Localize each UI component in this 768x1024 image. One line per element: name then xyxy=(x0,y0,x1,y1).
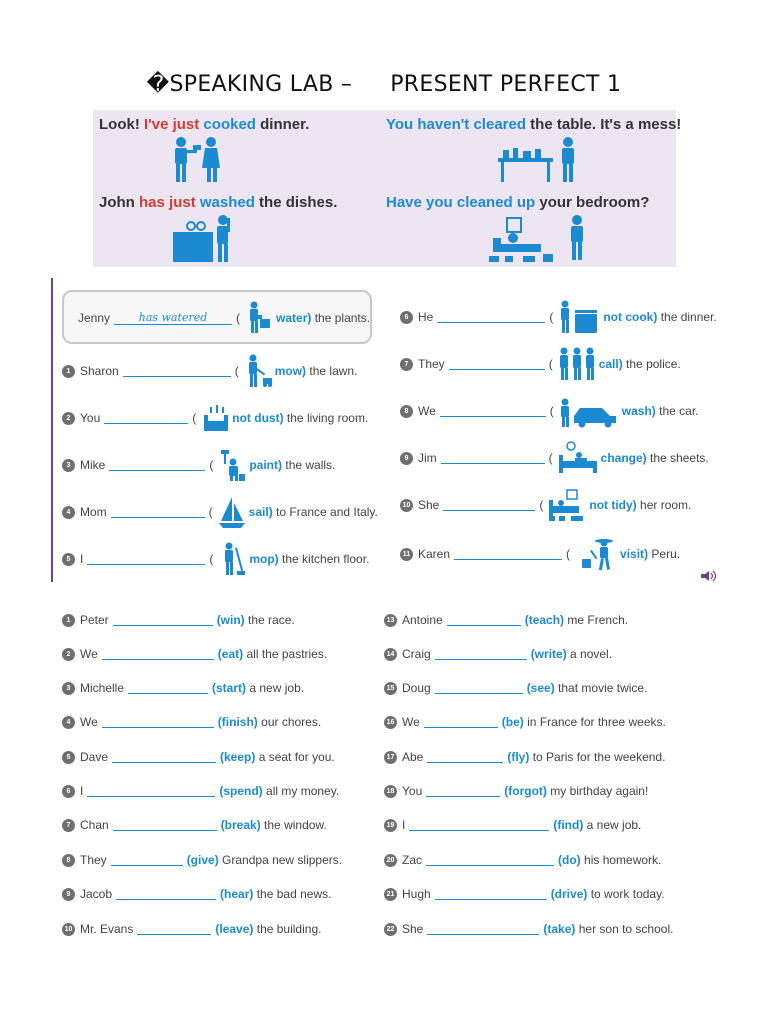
answer-blank[interactable] xyxy=(434,889,547,900)
people-icon xyxy=(557,347,597,381)
exercise-item: 10 She ( not tidy) her room. xyxy=(400,488,691,522)
messy-bedroom-icon xyxy=(489,215,583,262)
answer-blank[interactable] xyxy=(439,406,546,417)
messy-room-icon xyxy=(547,488,587,522)
page-title: �SPEAKING LAB – PRESENT PERFECT 1 xyxy=(0,72,768,97)
exercise-item: 5 Dave (keep) a seat for you. xyxy=(62,750,335,764)
answer-blank[interactable] xyxy=(434,683,523,694)
exercise-item: 17 Abe (fly) to Paris for the weekend. xyxy=(384,750,665,764)
exercise-item: 4 We (finish) our chores. xyxy=(62,715,321,729)
example-item: Jenny has watered ( water) the plants. xyxy=(78,301,370,335)
answer-blank[interactable] xyxy=(101,649,214,660)
bed-icon xyxy=(557,441,599,475)
exercise-item: 15 Doug (see) that movie twice. xyxy=(384,681,647,695)
answer-blank[interactable] xyxy=(128,683,209,694)
sailboat-icon xyxy=(217,495,247,529)
exercise-item: 14 Craig (write) a novel. xyxy=(384,647,612,661)
exercise-item: 22 She (take) her son to school. xyxy=(384,922,673,936)
grammar-banner: Look! I've just cooked dinner. You haven… xyxy=(93,110,681,267)
exercise-item: 10 Mr. Evans (leave) the building. xyxy=(62,922,321,936)
answer-blank[interactable] xyxy=(137,924,212,935)
answer-blank[interactable] xyxy=(101,717,214,728)
example-subject: Jenny xyxy=(78,311,111,325)
exercise-item: 21 Hugh (drive) to work today. xyxy=(384,887,665,901)
answer-blank[interactable] xyxy=(448,359,545,370)
answer-blank[interactable] xyxy=(104,413,189,424)
exercise-item: 5 I ( mop) the kitchen floor. xyxy=(62,542,369,576)
exercise-item: 8 They (give) Grandpa new slippers. xyxy=(62,853,342,867)
answer-blank[interactable] xyxy=(426,786,501,797)
answer-blank[interactable] xyxy=(112,820,217,831)
exercise-item: 13 Antoine (teach) me French. xyxy=(384,613,628,627)
car-wash-icon xyxy=(558,394,620,428)
example-verb: water) xyxy=(276,311,312,325)
answer-blank[interactable] xyxy=(112,752,217,763)
exercise-item: 6 He ( not cook) the dinner. xyxy=(400,300,717,334)
answer-blank[interactable] xyxy=(427,924,540,935)
exercise-item: 20 Zac (do) his homework. xyxy=(384,853,661,867)
answer-blank[interactable] xyxy=(440,453,545,464)
answer-blank[interactable] xyxy=(87,554,206,565)
example-rest: the plants. xyxy=(314,311,371,325)
answer-blank[interactable] xyxy=(437,312,546,323)
answer-blank[interactable] xyxy=(454,549,563,560)
exercise-item: 3 Michelle (start) a new job. xyxy=(62,681,304,695)
answer-blank[interactable] xyxy=(443,500,536,511)
answer-blank[interactable] xyxy=(122,366,231,377)
exercise-item: 2 We (eat) all the pastries. xyxy=(62,647,327,661)
answer-blank[interactable] xyxy=(409,820,550,831)
answer-blank[interactable] xyxy=(426,855,555,866)
example-box xyxy=(62,290,372,344)
exercise-item: 3 Mike ( paint) the walls. xyxy=(62,448,335,482)
cooking-icon xyxy=(557,300,601,334)
answer-blank[interactable] xyxy=(446,615,521,626)
answer-blank[interactable] xyxy=(427,752,504,763)
watering-can-icon xyxy=(244,301,274,335)
exercise-item: 18 You (forgot) my birthday again! xyxy=(384,784,648,798)
answer-blank[interactable] xyxy=(110,507,205,518)
title-prefix: SPEAKING LAB – xyxy=(169,72,353,97)
exercise-item: 9 Jim ( change) the sheets. xyxy=(400,441,709,475)
washing-dishes-icon xyxy=(173,215,230,262)
title-suffix: PRESENT PERFECT 1 xyxy=(390,72,622,97)
exercise-item: 19 I (find) a new job. xyxy=(384,818,641,832)
exercise-item: 8 We ( wash) the car. xyxy=(400,394,699,428)
example-sentence-4: Have you cleaned up your bedroom? xyxy=(386,194,650,211)
answer-blank[interactable] xyxy=(423,717,498,728)
answer-blank[interactable] xyxy=(434,649,527,660)
example-sentence-3: John has just washed the dishes. xyxy=(99,194,338,211)
exercise-item: 1 Peter (win) the race. xyxy=(62,613,295,627)
answer-blank[interactable] xyxy=(87,786,216,797)
exercise-item: 2 You ( not dust) the living room. xyxy=(62,401,368,435)
exercise-item: 7 Chan (break) the window. xyxy=(62,818,327,832)
traveler-icon xyxy=(574,537,618,571)
answer-blank[interactable] xyxy=(109,460,206,471)
painting-icon xyxy=(217,448,247,482)
mowing-icon xyxy=(243,354,273,388)
title-glyph: � xyxy=(146,72,170,97)
exercise-item: 4 Mom ( sail) to France and Italy. xyxy=(62,495,378,529)
mopping-icon xyxy=(217,542,247,576)
example-answer: has watered xyxy=(114,311,233,325)
exercise-item: 11 Karen ( visit) Peru. xyxy=(400,537,680,571)
exercise-item: 1 Sharon ( mow) the lawn. xyxy=(62,354,357,388)
exercise-item: 16 We (be) in France for three weeks. xyxy=(384,715,666,729)
exercise-item: 9 Jacob (hear) the bad news. xyxy=(62,887,331,901)
answer-blank[interactable] xyxy=(112,615,213,626)
section-divider-line xyxy=(51,278,53,582)
cooking-couple-icon xyxy=(175,137,220,182)
example-sentence-2: You haven't cleared the table. It's a me… xyxy=(386,116,682,133)
exercise-item: 6 I (spend) all my money. xyxy=(62,784,339,798)
dusting-icon xyxy=(200,401,230,435)
example-sentence-1: Look! I've just cooked dinner. xyxy=(99,116,310,133)
answer-blank[interactable] xyxy=(116,889,217,900)
answer-blank[interactable] xyxy=(110,855,183,866)
exercise-item: 7 They ( call) the police. xyxy=(400,347,681,381)
audio-icon[interactable] xyxy=(700,570,718,582)
table-clutter-icon xyxy=(498,137,574,182)
